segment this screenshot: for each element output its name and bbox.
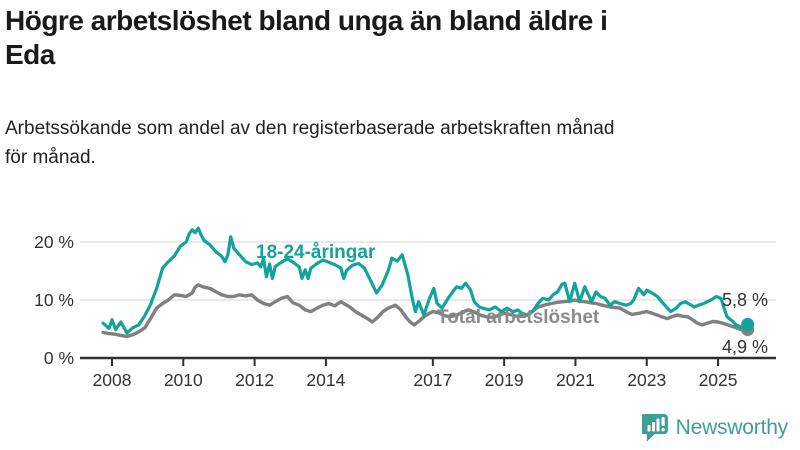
x-tick-label: 2010 bbox=[164, 370, 203, 390]
page-title-line-2: Eda bbox=[5, 39, 55, 70]
end-value-label-total: 4,9 % bbox=[722, 337, 769, 357]
y-tick-label: 20 % bbox=[34, 232, 74, 252]
line-total-arbetsloshet bbox=[101, 283, 750, 339]
series-label-youth: 18-24-åringar bbox=[256, 242, 376, 263]
logo-exclamation-dot bbox=[661, 428, 665, 432]
x-tick-label: 2012 bbox=[235, 370, 274, 390]
brand-name: Newsworthy bbox=[675, 416, 789, 439]
newsworthy-brand: Newsworthy bbox=[641, 413, 789, 443]
x-tick-label: 2017 bbox=[413, 370, 452, 390]
logo-bar-3 bbox=[656, 418, 660, 432]
page-subtitle: Arbetssökande som andel av den registerb… bbox=[5, 114, 785, 172]
page-subtitle-line-1: Arbetssökande som andel av den registerb… bbox=[5, 118, 615, 139]
x-tick-label: 2023 bbox=[627, 370, 666, 390]
page-subtitle-line-2: för månad. bbox=[5, 147, 96, 168]
y-tick-label: 10 % bbox=[34, 290, 74, 310]
newsworthy-logo-icon bbox=[641, 413, 668, 442]
logo-bar-1 bbox=[647, 425, 651, 432]
series-label-total: Total arbetslöshet bbox=[437, 307, 600, 328]
chart-canvas: 0 % 10 % 20 % 2008 2010 2012 2014 2017 2019 2021 2… bbox=[34, 226, 776, 390]
x-tick-label: 2021 bbox=[556, 370, 595, 390]
unemployment-line-chart: 0 % 10 % 20 % 2008 2010 2012 2014 2017 2019 2021 2… bbox=[0, 210, 800, 400]
logo-bar-2 bbox=[651, 422, 655, 432]
logo-exclamation-bar bbox=[661, 417, 665, 426]
end-dot-youth bbox=[741, 317, 755, 331]
page-title-line-1: Högre arbetslöshet bland unga än bland ä… bbox=[5, 5, 608, 36]
page-title: Högre arbetslöshet bland unga än bland ä… bbox=[5, 4, 785, 72]
x-tick-label: 2014 bbox=[306, 370, 345, 390]
x-tick-label: 2008 bbox=[93, 370, 132, 390]
line-18-24-aringar bbox=[101, 226, 750, 335]
y-tick-label: 0 % bbox=[44, 348, 74, 368]
x-tick-label: 2019 bbox=[485, 370, 524, 390]
x-tick-label: 2025 bbox=[699, 370, 738, 390]
end-value-label-youth: 5,8 % bbox=[722, 290, 769, 310]
